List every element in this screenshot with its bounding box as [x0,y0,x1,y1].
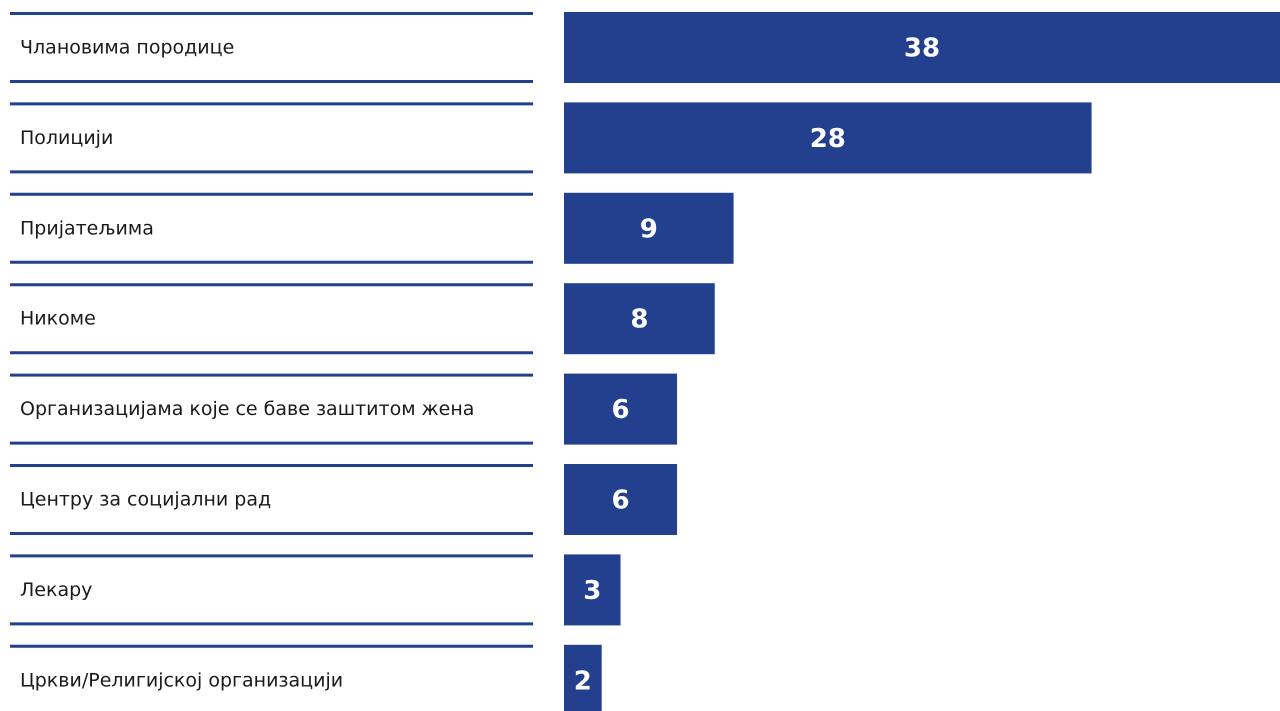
bar-value-label: 8 [630,305,648,335]
bar-value-label: 38 [904,34,940,64]
bar [564,12,1280,83]
bar [564,554,621,626]
bar-value-label: 6 [611,486,629,516]
bar-value-label: 2 [574,666,592,696]
category-label: Пријатељима [20,217,154,239]
bar-value-label: 3 [583,576,601,606]
bar [564,644,602,711]
bar [564,464,678,535]
bar-value-label: 6 [611,395,629,425]
bar [564,373,678,445]
bar [564,192,734,264]
category-label: Лекару [20,579,92,601]
category-label: Члановима породице [20,37,234,59]
category-label: Полицији [20,127,113,149]
category-label: Центру за социјални рад [20,489,271,511]
bar-value-label: 9 [640,214,658,244]
bar [564,102,1092,174]
category-label: Организацијама које се баве заштитом жен… [20,398,474,420]
category-label: Цркви/Религијској организацији [20,669,343,691]
bar [564,283,715,355]
category-label: Никоме [20,308,96,330]
bar-value-label: 28 [810,124,846,154]
